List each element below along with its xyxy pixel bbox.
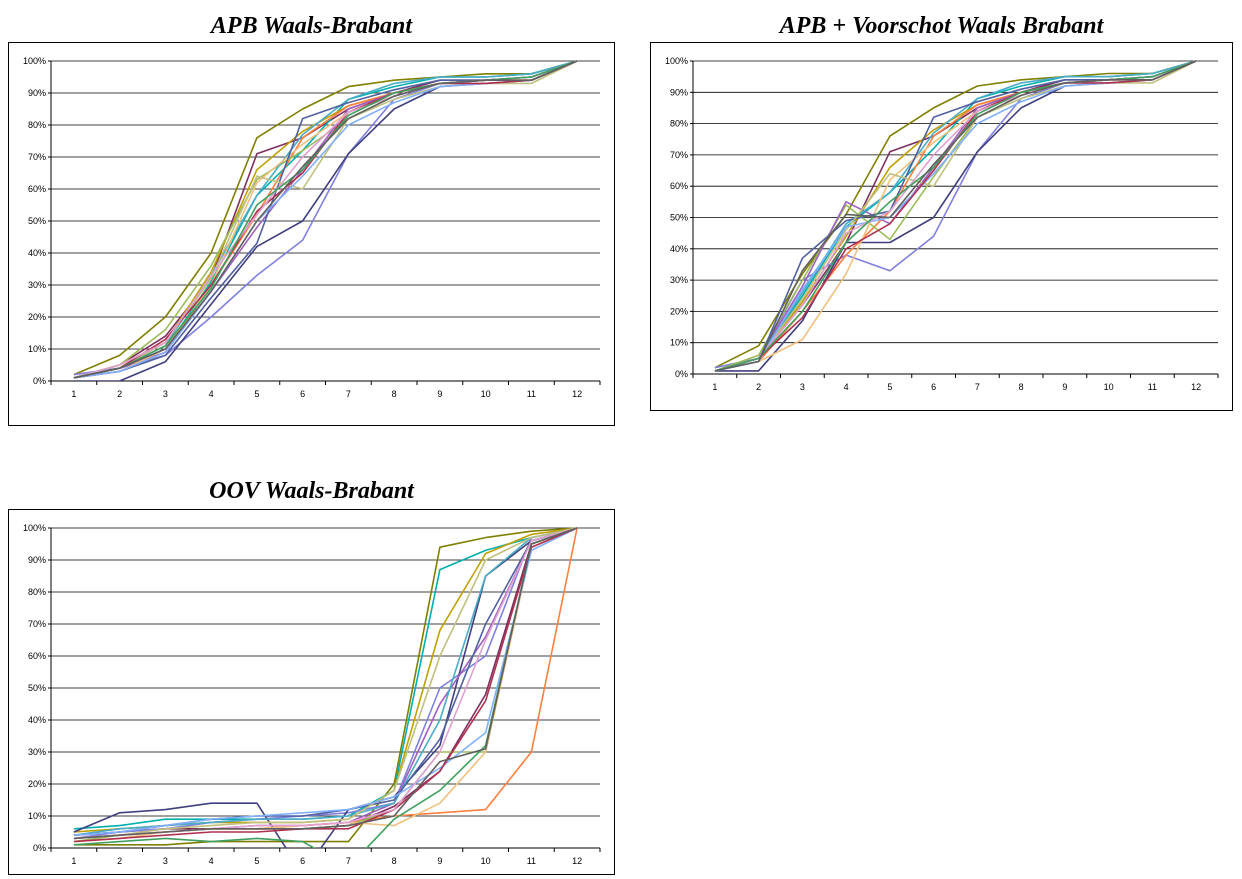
x-tick-label: 3 [163, 389, 168, 399]
y-tick-label: 70% [670, 150, 688, 160]
y-tick-label: 40% [670, 244, 688, 254]
y-tick-label: 20% [28, 779, 46, 789]
y-tick-label: 60% [670, 181, 688, 191]
x-tick-label: 9 [437, 856, 442, 866]
chart-title: OOV Waals-Brabant [209, 478, 414, 504]
y-tick-label: 90% [28, 555, 46, 565]
x-tick-label: 10 [1104, 382, 1114, 392]
y-tick-label: 10% [28, 344, 46, 354]
series-line [73, 527, 578, 836]
series-group [714, 60, 1197, 372]
x-tick-label: 7 [975, 382, 980, 392]
chart-frame: 0% 10% 20% 30% 40% 50% 60% 70% 80% 90% 100% 1 2 3 4 5 6 7… [650, 42, 1233, 411]
series-group [73, 527, 578, 848]
chart-frame: 0% 10% 20% 30% 40% 50% 60% 70% 80% 90% 100% 1 2 3 4 5 6 7… [8, 42, 615, 426]
x-tick-label: 4 [209, 856, 214, 866]
chart-title: APB Waals-Brabant [210, 13, 413, 39]
y-tick-label: 90% [28, 88, 46, 98]
x-tick-label: 11 [527, 856, 536, 866]
series-line [73, 60, 578, 376]
y-tick-label: 30% [28, 280, 46, 290]
series-line [73, 527, 578, 843]
x-tick-label: 2 [756, 382, 761, 392]
y-tick-label: 0% [675, 369, 688, 379]
x-tick-label: 6 [931, 382, 936, 392]
x-tick-label: 1 [712, 382, 717, 392]
y-tick-label: 40% [28, 248, 46, 258]
chart-frame: 0% 10% 20% 30% 40% 50% 60% 70% 80% 90% 100% 1 2 3 4 5 6 7… [8, 509, 615, 875]
y-tick-label: 0% [33, 843, 46, 853]
y-tick-label: 50% [670, 213, 688, 223]
line-chart-apb-voorschot: 0%10%20%30%40%50%60%70%80%90%100%1 2 3 4 5 6 7… [665, 56, 1219, 392]
x-tick-label: 1 [71, 856, 76, 866]
x-tick-label: 10 [481, 856, 491, 866]
y-tick-label: 30% [670, 275, 688, 285]
y-tick-label: 20% [670, 306, 688, 316]
series-line [73, 527, 578, 843]
y-tick-label: 70% [28, 619, 46, 629]
series-line [73, 527, 578, 846]
y-tick-label: 40% [28, 715, 46, 725]
y-tick-label: 70% [28, 152, 46, 162]
x-tick-label: 11 [1148, 382, 1157, 392]
series-group [73, 60, 578, 381]
y-tick-label: 100% [23, 56, 46, 66]
x-tick-label: 9 [1062, 382, 1067, 392]
chart-title: APB + Voorschot Waals Brabant [779, 13, 1104, 39]
y-tick-label: 60% [28, 651, 46, 661]
y-tick-label: 60% [28, 184, 46, 194]
y-tick-label: 100% [665, 56, 688, 66]
x-tick-label: 12 [572, 856, 582, 866]
x-tick-label: 7 [346, 856, 351, 866]
x-tick-label: 5 [254, 856, 259, 866]
x-tick-label: 1 [71, 389, 76, 399]
x-tick-label: 6 [300, 389, 305, 399]
y-tick-label: 0% [33, 376, 46, 386]
x-tick-label: 8 [1019, 382, 1024, 392]
x-tick-label: 5 [254, 389, 259, 399]
series-line [73, 527, 578, 840]
x-tick-label: 2 [117, 856, 122, 866]
x-tick-label: 12 [572, 389, 582, 399]
series-line [73, 527, 578, 843]
series-line [714, 60, 1197, 372]
x-tick-label: 11 [527, 389, 536, 399]
line-chart-apb: 0%10%20%30%40%50%60%70%80%90%100%1 2 3 4 5 6 7… [23, 56, 601, 399]
x-tick-label: 9 [437, 389, 442, 399]
x-tick-label: 10 [481, 389, 491, 399]
y-tick-label: 80% [670, 119, 688, 129]
y-tick-label: 10% [28, 811, 46, 821]
y-tick-label: 80% [28, 587, 46, 597]
x-tick-label: 7 [346, 389, 351, 399]
x-tick-label: 8 [392, 389, 397, 399]
line-chart-oov: 0%10%20%30%40%50%60%70%80%90%100%1 2 3 4 5 6 7… [23, 523, 601, 866]
x-tick-label: 4 [844, 382, 849, 392]
y-tick-label: 50% [28, 683, 46, 693]
y-tick-label: 90% [670, 87, 688, 97]
x-tick-label: 3 [800, 382, 805, 392]
x-tick-label: 8 [392, 856, 397, 866]
series-line [73, 60, 578, 379]
x-tick-label: 4 [209, 389, 214, 399]
y-tick-label: 100% [23, 523, 46, 533]
series-line [73, 60, 578, 376]
series-line [714, 60, 1197, 372]
y-tick-label: 50% [28, 216, 46, 226]
x-tick-label: 12 [1191, 382, 1201, 392]
x-tick-label: 5 [887, 382, 892, 392]
series-line [73, 527, 578, 840]
y-tick-label: 30% [28, 747, 46, 757]
x-tick-label: 2 [117, 389, 122, 399]
y-tick-label: 80% [28, 120, 46, 130]
y-tick-label: 10% [670, 338, 688, 348]
x-tick-label: 6 [300, 856, 305, 866]
x-tick-label: 3 [163, 856, 168, 866]
y-tick-label: 20% [28, 312, 46, 322]
series-line [714, 60, 1197, 372]
